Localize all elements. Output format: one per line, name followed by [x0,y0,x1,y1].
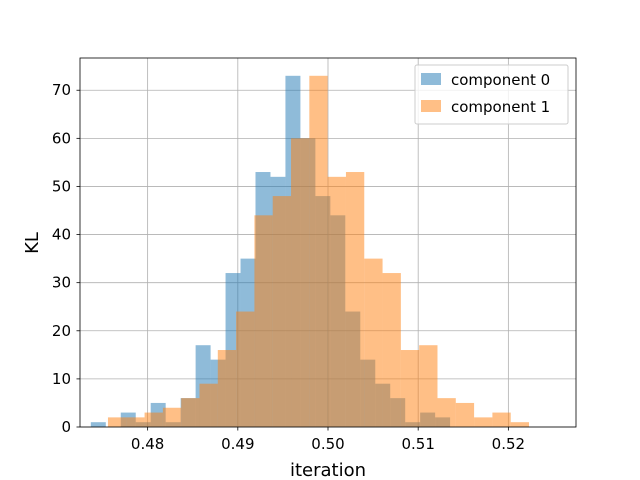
x-axis-label: iteration [290,460,366,480]
histogram-bar-series-1 [455,402,475,427]
histogram-bar-series-1 [144,412,163,427]
histogram-bar-series-1 [327,176,346,427]
histogram-bar-series-1 [107,417,127,427]
x-tick-label: 0.48 [131,435,164,453]
histogram-bar-series-1 [162,407,182,427]
y-tick-label: 30 [52,274,71,292]
x-tick-label: 0.51 [401,435,434,453]
histogram-bar-series-1 [419,345,438,427]
x-tick-label: 0.52 [492,435,525,453]
x-axis-ticks: 0.48 0.49 0.50 0.51 0.52 [131,427,525,453]
histogram-bar-series-1 [126,417,145,427]
legend: component 0 component 1 [414,64,569,125]
histogram-bar-series-1 [382,273,401,427]
histogram-bar-series-1 [309,75,328,427]
histogram-bar-series-1 [199,383,218,427]
x-tick-label: 0.49 [221,435,254,453]
legend-label-component-0: component 0 [451,71,550,89]
y-tick-label: 70 [52,81,71,99]
series-1-bars [107,75,530,427]
histogram-bar-series-1 [236,311,255,427]
histogram-bar-series-1 [217,350,237,427]
histogram-bar-series-1 [272,196,292,427]
y-tick-label: 10 [52,370,71,388]
y-tick-label: 0 [61,418,71,436]
y-axis-ticks: 0 10 20 30 40 50 60 70 [52,81,80,436]
histogram-bar-series-1 [254,215,273,427]
histogram-bar-series-1 [345,172,365,427]
x-tick-label: 0.50 [311,435,344,453]
histogram-bar-series-1 [492,412,511,427]
legend-swatch-component-0 [421,73,441,85]
legend-swatch-component-1 [421,100,441,112]
histogram-bar-series-1 [474,417,493,427]
histogram-bar-series-1 [291,138,310,427]
y-tick-label: 50 [52,177,71,195]
y-tick-label: 20 [52,322,71,340]
histogram-bar-series-1 [437,398,456,427]
histogram-bar-series-1 [510,422,530,427]
y-tick-label: 60 [52,129,71,147]
histogram-bar-series-1 [364,258,383,427]
legend-label-component-1: component 1 [451,98,550,116]
y-axis-label: KL [22,232,43,254]
legend-box [414,64,569,125]
histogram-bar-series-1 [181,398,200,427]
y-tick-label: 40 [52,226,71,244]
histogram-bar-series-0 [90,422,106,427]
histogram-bar-series-1 [400,350,420,427]
